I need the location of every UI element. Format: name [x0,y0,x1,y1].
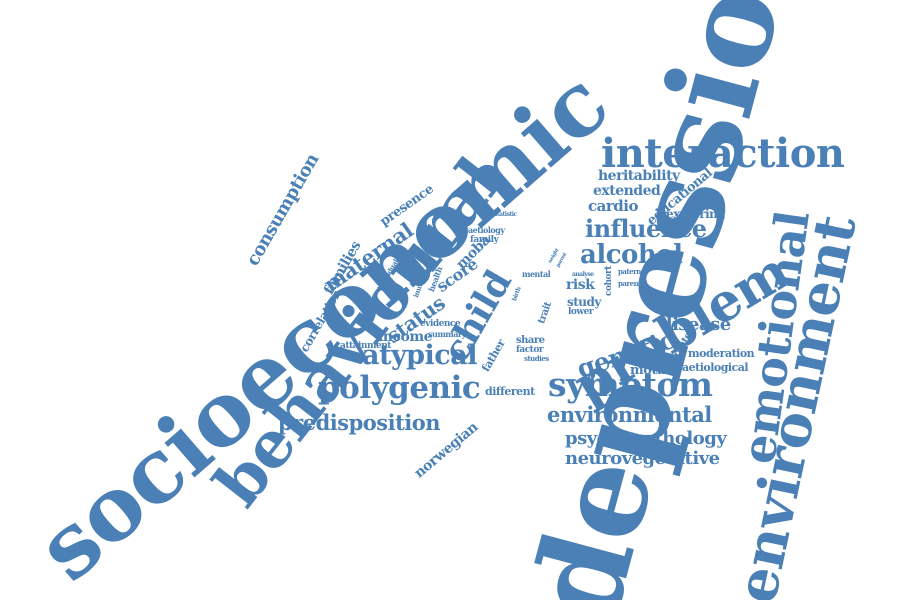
word-analyse: analyse [572,272,594,278]
word-consumption: consumption [244,151,322,269]
word-neurovegetative: neurovegetative [565,450,720,468]
word-risk: risk [566,278,594,292]
word-studies: studies [524,355,549,362]
word-predisposition: predisposition [278,412,440,433]
word-lower: lower [568,308,593,317]
word-polygenic: polygenic [318,373,480,404]
word-environmental: environmental [547,404,712,425]
word-moderation: moderation [688,348,754,359]
word-parental: parental [618,280,647,287]
word-heritability: heritability [598,169,680,183]
word-cohort: cohort [605,266,614,296]
word-exploring: exploring [666,208,725,220]
word-paternal: paternal [618,268,647,275]
word-different: different [485,386,535,397]
word-mental: mental [522,270,550,278]
word-cardio: cardio [588,199,638,214]
word-extended: extended [593,184,660,198]
word-alcohol: alcohol [580,242,683,268]
word-aetiology: aetiology [468,226,504,234]
word-mother: mother [630,364,680,377]
word-trait: trait [537,301,554,325]
word-aetiological: aetiological [682,362,748,373]
word-evidence: evidence [420,320,460,329]
word-psychopathology: psychopathology [565,430,726,448]
word-family: family [470,236,498,245]
word-statistic: statistic [494,212,517,218]
word-summary: summary [428,330,466,338]
word-attainment: attainment [340,342,391,351]
